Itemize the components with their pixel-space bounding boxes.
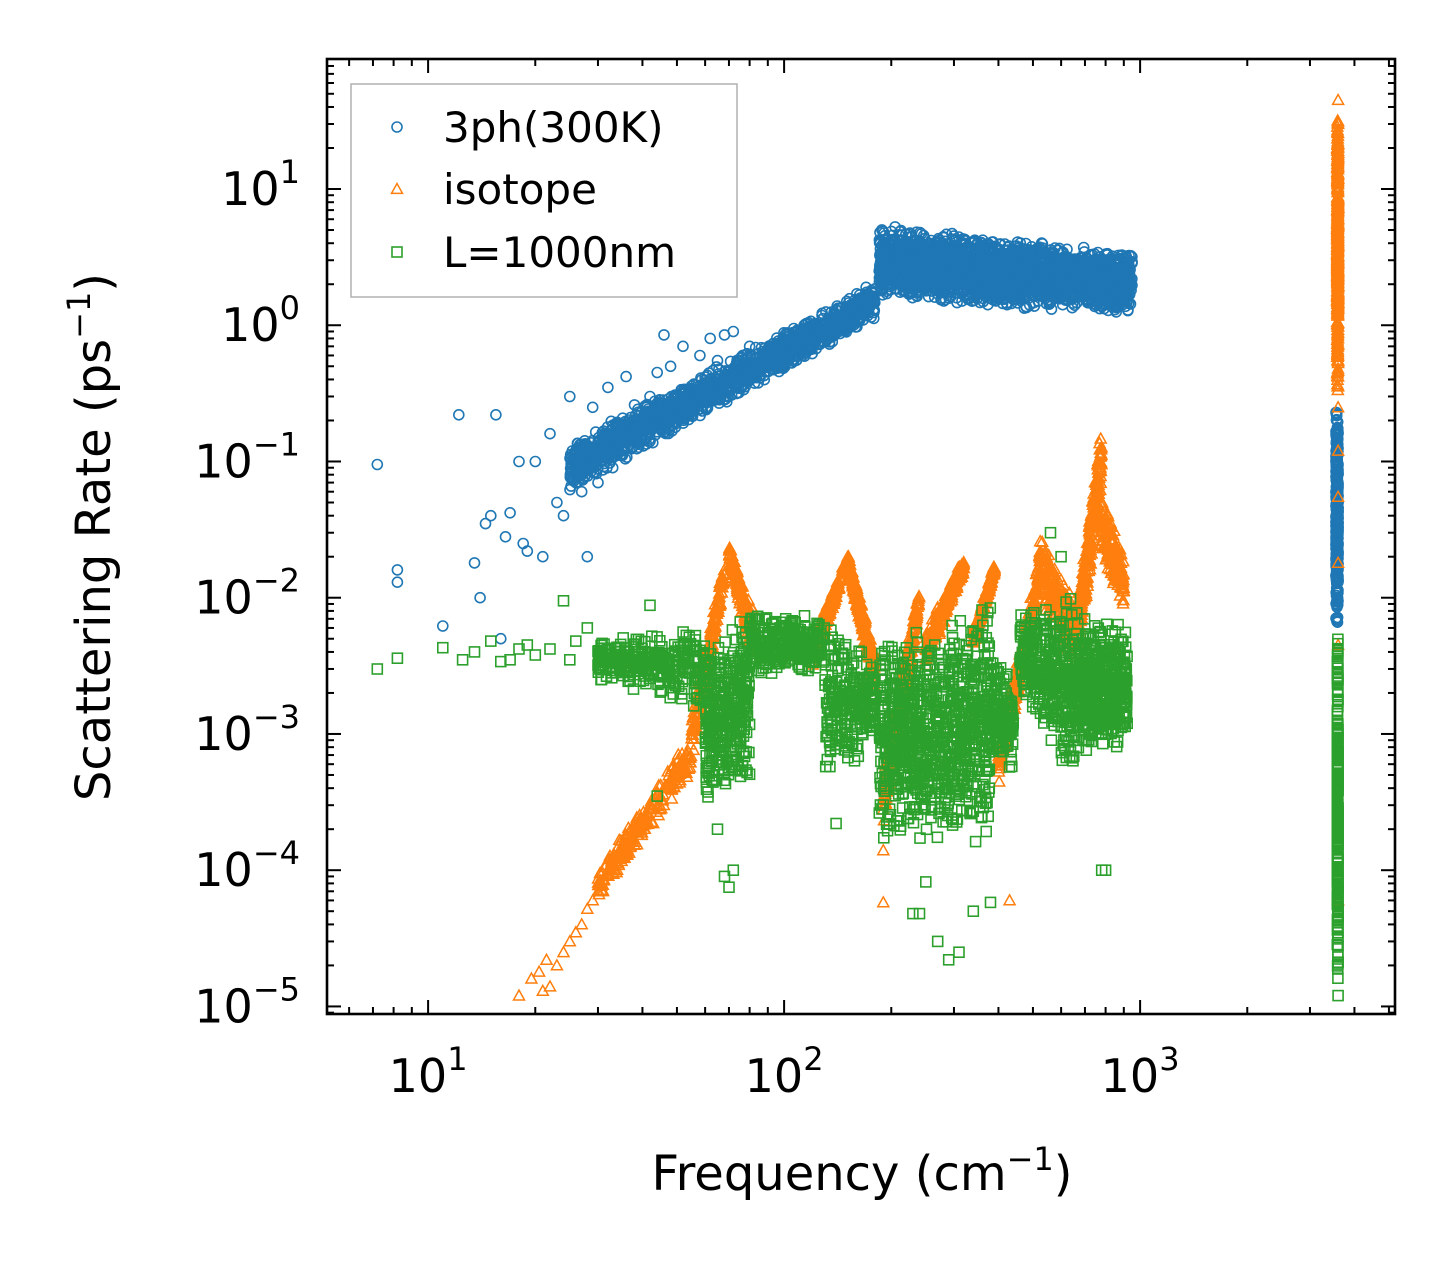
data-markers	[371, 92, 1345, 1002]
marker-3ph-300k-	[752, 377, 765, 389]
series-circle-markers	[371, 221, 1344, 645]
